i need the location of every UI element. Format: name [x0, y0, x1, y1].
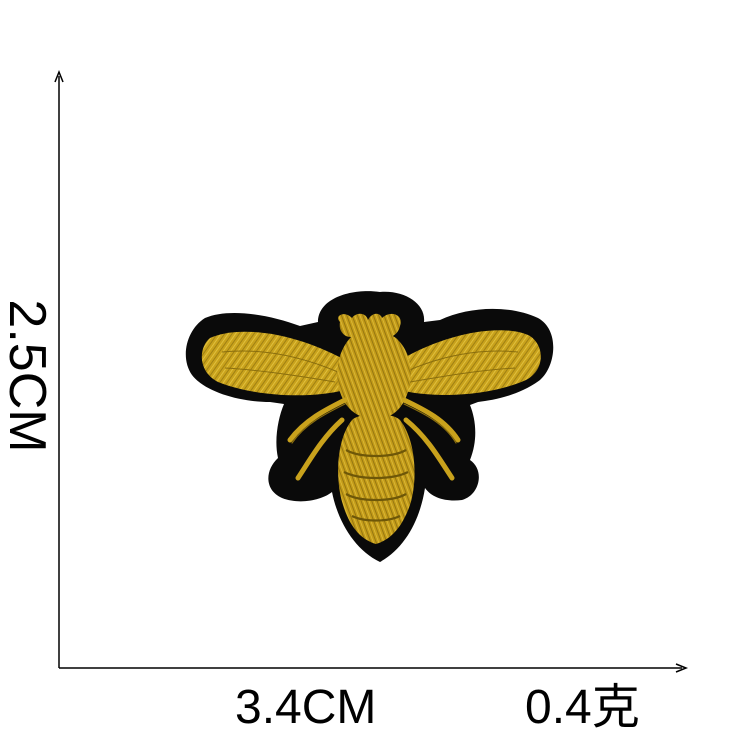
height-dimension-label: 2.5CM [0, 299, 56, 453]
bee-patch-image [185, 291, 554, 562]
bee-legs [287, 397, 461, 481]
wing-stitch-lines [221, 350, 519, 383]
horizontal-axis-arrow [675, 663, 689, 673]
bee-legs-shadow [291, 403, 457, 444]
abdomen-stripes [343, 449, 409, 522]
width-dimension-label: 3.4CM [235, 681, 377, 734]
vertical-axis-arrow [54, 69, 64, 83]
bee-head-thorax [337, 332, 411, 420]
weight-label: 0.4克 [525, 681, 640, 734]
